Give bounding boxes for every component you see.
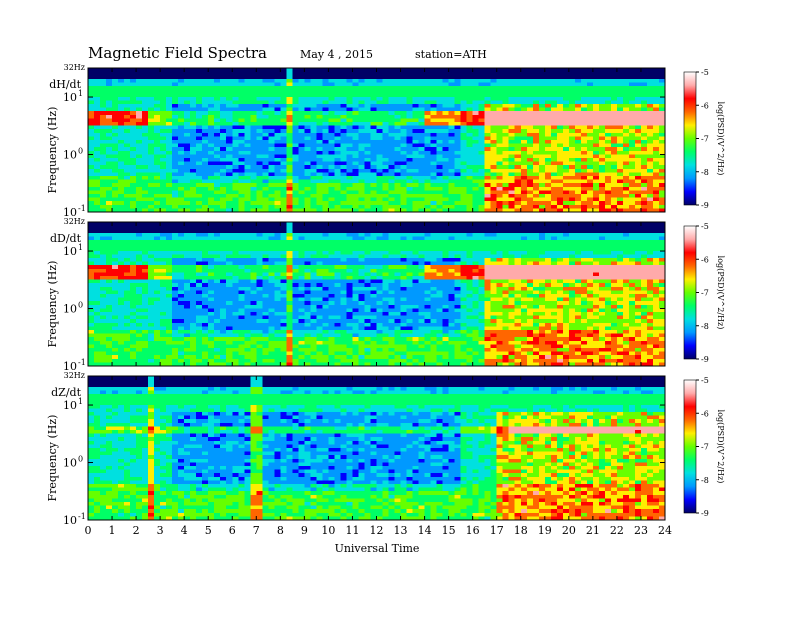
- colorbar-tick-label: -5: [701, 68, 709, 77]
- colorbar-label: log(PSD)(V^2/Hz): [716, 102, 725, 176]
- top-frequency-label: 32Hz: [64, 217, 85, 226]
- y-tick-exponent: 0: [78, 455, 83, 464]
- y-tick-label: 10: [63, 91, 77, 104]
- x-tick-label: 14: [418, 524, 432, 537]
- x-tick-label: 3: [157, 524, 164, 537]
- y-tick-exponent: -1: [78, 204, 86, 213]
- x-tick-label: 9: [301, 524, 308, 537]
- x-tick-label: 20: [562, 524, 576, 537]
- y-tick-label: 10: [63, 245, 77, 258]
- y-tick-label: 10: [63, 514, 77, 527]
- y-tick-label: 10: [63, 457, 77, 470]
- x-tick-label: 5: [205, 524, 212, 537]
- y-axis-label: Frequency (Hz): [46, 261, 59, 348]
- colorbar: [684, 72, 696, 205]
- y-tick-exponent: 1: [78, 243, 83, 252]
- x-tick-label: 15: [442, 524, 456, 537]
- x-tick-label: 2: [133, 524, 140, 537]
- x-tick-label: 7: [253, 524, 260, 537]
- x-axis-label: Universal Time: [335, 542, 420, 555]
- colorbar: [684, 226, 696, 359]
- colorbar-label: log(PSD)(V^2/Hz): [716, 256, 725, 330]
- top-frequency-label: 32Hz: [64, 371, 85, 380]
- x-tick-label: 13: [394, 524, 408, 537]
- colorbar-tick-label: -6: [701, 101, 709, 110]
- y-tick-exponent: 1: [78, 397, 83, 406]
- colorbar-tick-label: -5: [701, 222, 709, 231]
- x-tick-label: 16: [466, 524, 480, 537]
- y-tick-label: 10: [63, 149, 77, 162]
- colorbar: [684, 380, 696, 513]
- colorbar-tick-label: -7: [701, 135, 709, 144]
- figure-date: May 4 , 2015: [300, 48, 373, 61]
- x-tick-label: 24: [658, 524, 672, 537]
- x-tick-label: 22: [610, 524, 624, 537]
- x-tick-label: 10: [321, 524, 335, 537]
- y-tick-label: 10: [63, 303, 77, 316]
- spectrogram-cells: [88, 68, 665, 212]
- x-tick-label: 0: [85, 524, 92, 537]
- y-tick-exponent: -1: [78, 512, 86, 521]
- x-tick-label: 11: [345, 524, 359, 537]
- y-tick-label: 10: [63, 399, 77, 412]
- y-axis-label: Frequency (Hz): [46, 415, 59, 502]
- x-tick-label: 17: [490, 524, 504, 537]
- y-tick-exponent: -1: [78, 358, 86, 367]
- x-tick-label: 12: [370, 524, 384, 537]
- spectrogram-cells: [88, 222, 665, 366]
- panel-label: dH/dt: [49, 78, 81, 91]
- panel-label: dZ/dt: [51, 386, 81, 399]
- x-tick-label: 23: [634, 524, 648, 537]
- x-tick-label: 6: [229, 524, 236, 537]
- figure-title: Magnetic Field Spectra: [88, 44, 267, 62]
- colorbar-tick-label: -5: [701, 376, 709, 385]
- y-tick-exponent: 1: [78, 89, 83, 98]
- colorbar-tick-label: -8: [701, 168, 709, 177]
- figure-station: station=ATH: [415, 48, 487, 61]
- y-tick-exponent: 0: [78, 301, 83, 310]
- colorbar-tick-label: -9: [701, 509, 709, 518]
- x-tick-label: 4: [181, 524, 188, 537]
- colorbar-tick-label: -8: [701, 476, 709, 485]
- colorbar-tick-label: -6: [701, 255, 709, 264]
- colorbar-tick-label: -6: [701, 409, 709, 418]
- colorbar-tick-label: -8: [701, 322, 709, 331]
- colorbar-tick-label: -7: [701, 443, 709, 452]
- spectrogram-cells: [88, 376, 665, 520]
- x-tick-label: 1: [109, 524, 116, 537]
- y-tick-exponent: 0: [78, 147, 83, 156]
- x-tick-label: 19: [538, 524, 552, 537]
- x-tick-label: 18: [514, 524, 528, 537]
- x-tick-label: 8: [277, 524, 284, 537]
- colorbar-label: log(PSD)(V^2/Hz): [716, 410, 725, 484]
- panel-label: dD/dt: [50, 232, 82, 245]
- x-tick-label: 21: [586, 524, 600, 537]
- colorbar-tick-label: -9: [701, 355, 709, 364]
- top-frequency-label: 32Hz: [64, 63, 85, 72]
- colorbar-tick-label: -9: [701, 201, 709, 210]
- colorbar-tick-label: -7: [701, 289, 709, 298]
- y-axis-label: Frequency (Hz): [46, 107, 59, 194]
